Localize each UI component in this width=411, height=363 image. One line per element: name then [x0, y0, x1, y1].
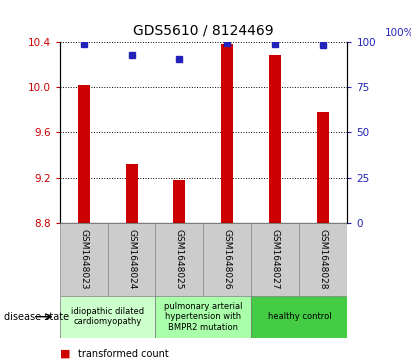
Bar — [125, 164, 138, 223]
Bar — [299, 223, 347, 296]
Bar — [155, 223, 203, 296]
Title: GDS5610 / 8124469: GDS5610 / 8124469 — [133, 24, 274, 38]
Bar — [203, 223, 252, 296]
Bar — [60, 223, 108, 296]
Bar — [252, 296, 347, 338]
Text: 100%: 100% — [385, 28, 411, 38]
Text: pulmonary arterial
hypertension with
BMPR2 mutation: pulmonary arterial hypertension with BMP… — [164, 302, 242, 332]
Text: GSM1648027: GSM1648027 — [271, 229, 280, 290]
Bar — [222, 44, 233, 223]
Text: disease state: disease state — [4, 312, 69, 322]
Bar — [317, 112, 329, 223]
Text: GSM1648025: GSM1648025 — [175, 229, 184, 290]
Bar — [108, 223, 155, 296]
Text: transformed count: transformed count — [78, 349, 169, 359]
Text: idiopathic dilated
cardiomyopathy: idiopathic dilated cardiomyopathy — [71, 307, 144, 326]
Bar — [60, 296, 155, 338]
Text: ■: ■ — [60, 349, 74, 359]
Text: GSM1648024: GSM1648024 — [127, 229, 136, 290]
Bar — [78, 85, 90, 223]
Bar — [173, 180, 185, 223]
Bar — [155, 296, 252, 338]
Text: GSM1648026: GSM1648026 — [223, 229, 232, 290]
Bar — [269, 56, 282, 223]
Bar — [252, 223, 299, 296]
Text: GSM1648028: GSM1648028 — [319, 229, 328, 290]
Text: GSM1648023: GSM1648023 — [79, 229, 88, 290]
Text: healthy control: healthy control — [268, 312, 331, 321]
